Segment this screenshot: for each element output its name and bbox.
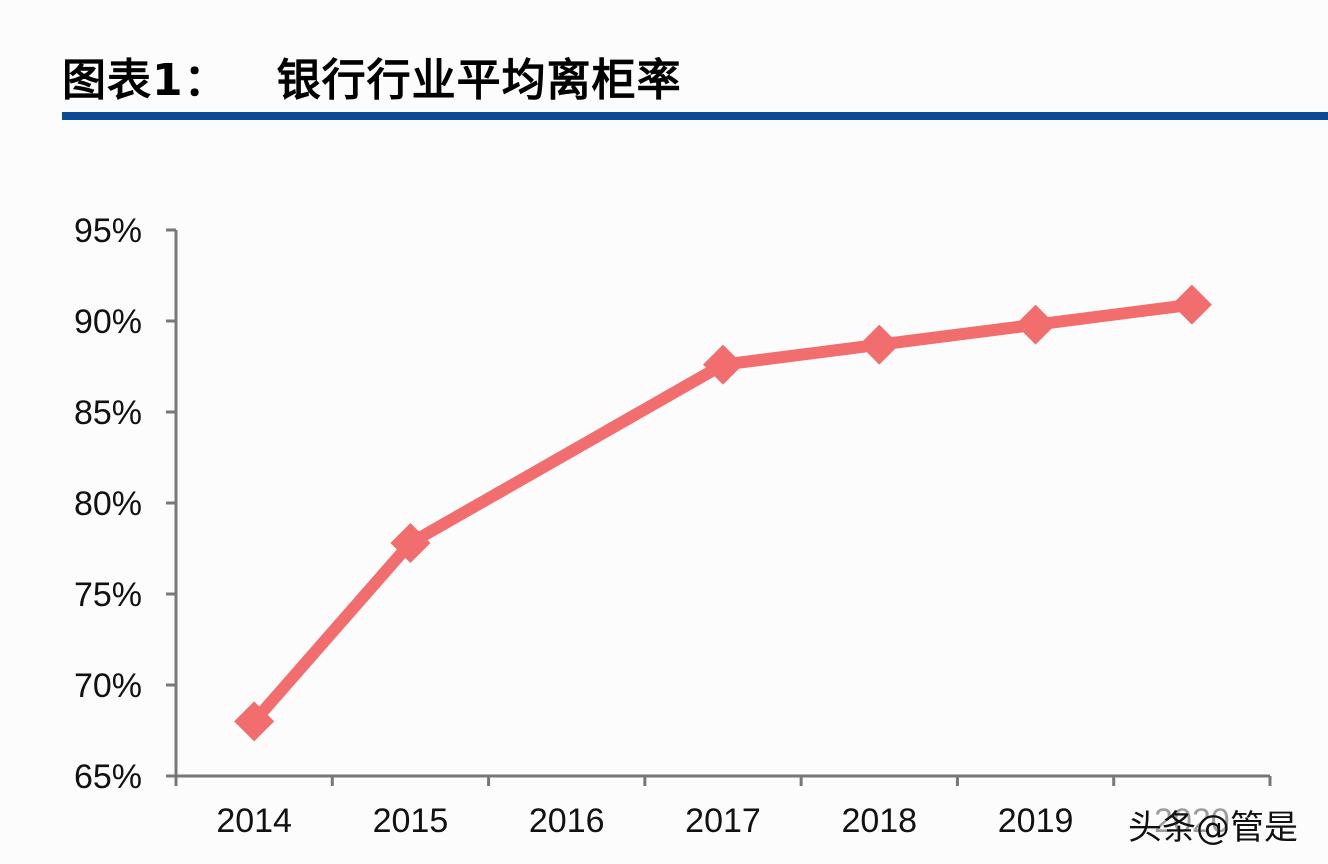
- chart-title: 图表1： 银行行业平均离柜率: [62, 44, 682, 108]
- x-tick-label: 2018: [841, 802, 917, 840]
- y-tick-label: 65%: [74, 758, 142, 796]
- diamond-marker: [859, 324, 900, 365]
- x-tick-label: 2014: [216, 802, 292, 840]
- diamond-marker: [234, 701, 275, 742]
- series-line: [249, 298, 1193, 726]
- figure-title: 银行行业平均离柜率: [276, 55, 682, 106]
- y-tick-label: 90%: [74, 303, 142, 341]
- x-tick-label: 2017: [685, 802, 761, 840]
- title-rule: [62, 112, 1328, 120]
- diamond-marker: [1171, 284, 1212, 325]
- y-tick-label: 95%: [74, 212, 142, 250]
- y-tick-label: 70%: [74, 667, 142, 705]
- diamond-marker: [1015, 304, 1056, 345]
- y-tick-label: 75%: [74, 576, 142, 614]
- y-tick-label: 85%: [74, 394, 142, 432]
- x-tick-label: 2019: [998, 802, 1074, 840]
- x-tick-label: 2016: [529, 802, 605, 840]
- diamond-marker: [703, 344, 743, 385]
- watermark: 头条@管是: [1128, 800, 1298, 849]
- y-tick-label: 80%: [74, 485, 142, 523]
- figure-label: 图表1：: [62, 55, 229, 106]
- x-tick-label: 2015: [373, 802, 449, 840]
- diamond-marker: [390, 523, 431, 564]
